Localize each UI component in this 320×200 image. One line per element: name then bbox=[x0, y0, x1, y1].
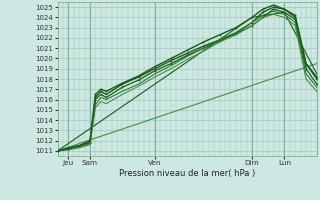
X-axis label: Pression niveau de la mer( hPa ): Pression niveau de la mer( hPa ) bbox=[119, 169, 255, 178]
